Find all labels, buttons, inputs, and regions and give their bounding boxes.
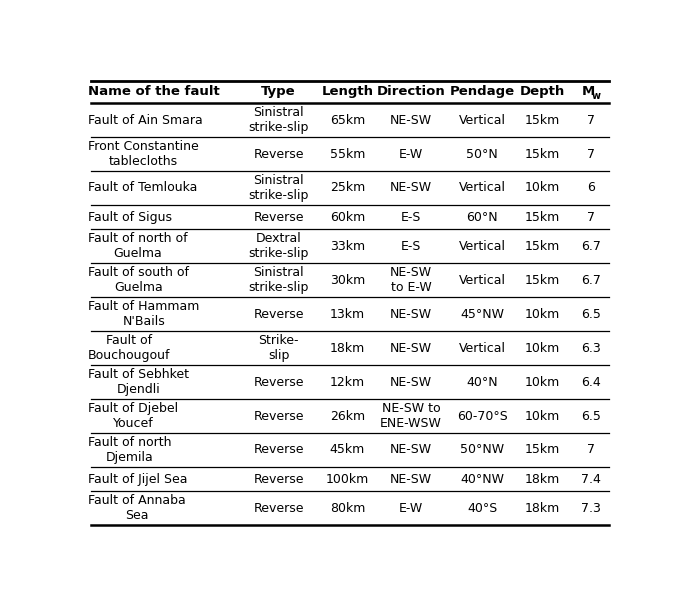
Text: Fault of
Bouchougouf: Fault of Bouchougouf (88, 334, 171, 362)
Text: Direction: Direction (376, 85, 445, 99)
Text: 15km: 15km (525, 444, 560, 457)
Text: 15km: 15km (525, 211, 560, 223)
Text: Fault of north
Djemila: Fault of north Djemila (88, 436, 171, 464)
Text: Fault of Annaba
Sea: Fault of Annaba Sea (88, 494, 186, 523)
Text: 18km: 18km (525, 472, 560, 486)
Text: Sinistral
strike-slip: Sinistral strike-slip (249, 266, 309, 294)
Text: Fault of Ain Smara: Fault of Ain Smara (88, 114, 203, 127)
Text: 50°N: 50°N (466, 147, 498, 160)
Text: 6.5: 6.5 (581, 409, 601, 422)
Text: Reverse: Reverse (253, 308, 304, 321)
Text: Fault of Jijel Sea: Fault of Jijel Sea (88, 472, 188, 486)
Text: Dextral
strike-slip: Dextral strike-slip (249, 233, 309, 260)
Text: 12km: 12km (330, 376, 365, 389)
Text: 60°N: 60°N (466, 211, 498, 223)
Text: Vertical: Vertical (459, 181, 506, 195)
Text: 50°NW: 50°NW (460, 444, 505, 457)
Text: Type: Type (262, 85, 296, 99)
Text: 7: 7 (587, 114, 596, 127)
Text: 15km: 15km (525, 147, 560, 160)
Text: 40°S: 40°S (467, 502, 497, 515)
Text: Fault of Hammam
N'Bails: Fault of Hammam N'Bails (88, 300, 199, 328)
Text: 6.4: 6.4 (581, 376, 601, 389)
Text: 45km: 45km (330, 444, 365, 457)
Text: 15km: 15km (525, 240, 560, 253)
Text: 18km: 18km (525, 502, 560, 515)
Text: E-S: E-S (401, 240, 421, 253)
Text: NE-SW
to E-W: NE-SW to E-W (390, 266, 432, 294)
Text: 33km: 33km (330, 240, 365, 253)
Text: 6.5: 6.5 (581, 308, 601, 321)
Text: NE-SW: NE-SW (390, 114, 432, 127)
Text: NE-SW: NE-SW (390, 472, 432, 486)
Text: 15km: 15km (525, 114, 560, 127)
Text: NE-SW to
ENE-WSW: NE-SW to ENE-WSW (380, 402, 442, 430)
Text: Sinistral
strike-slip: Sinistral strike-slip (249, 174, 309, 202)
Text: Vertical: Vertical (459, 274, 506, 287)
Text: 18km: 18km (330, 341, 365, 355)
Text: E-S: E-S (401, 211, 421, 223)
Text: NE-SW: NE-SW (390, 444, 432, 457)
Text: 7.4: 7.4 (581, 472, 601, 486)
Text: 6.7: 6.7 (581, 240, 601, 253)
Text: Vertical: Vertical (459, 114, 506, 127)
Text: Reverse: Reverse (253, 502, 304, 515)
Text: Reverse: Reverse (253, 147, 304, 160)
Text: 6.7: 6.7 (581, 274, 601, 287)
Text: 55km: 55km (330, 147, 365, 160)
Text: 10km: 10km (525, 308, 560, 321)
Text: Vertical: Vertical (459, 341, 506, 355)
Text: 40°N: 40°N (466, 376, 498, 389)
Text: E-W: E-W (399, 147, 423, 160)
Text: 25km: 25km (330, 181, 365, 195)
Text: Reverse: Reverse (253, 409, 304, 422)
Text: Fault of Temlouka: Fault of Temlouka (88, 181, 197, 195)
Text: 40°NW: 40°NW (460, 472, 504, 486)
Text: w: w (591, 91, 600, 100)
Text: Reverse: Reverse (253, 472, 304, 486)
Text: 6: 6 (587, 181, 596, 195)
Text: NE-SW: NE-SW (390, 376, 432, 389)
Text: Pendage: Pendage (450, 85, 515, 99)
Text: Strike-
slip: Strike- slip (258, 334, 299, 362)
Text: 30km: 30km (330, 274, 365, 287)
Text: Reverse: Reverse (253, 444, 304, 457)
Text: NE-SW: NE-SW (390, 181, 432, 195)
Text: 7: 7 (587, 211, 596, 223)
Text: Sinistral
strike-slip: Sinistral strike-slip (249, 106, 309, 134)
Text: Fault of south of
Guelma: Fault of south of Guelma (88, 266, 189, 294)
Text: Name of the fault: Name of the fault (88, 85, 220, 99)
Text: 80km: 80km (330, 502, 365, 515)
Text: 45°NW: 45°NW (460, 308, 504, 321)
Text: Fault of Djebel
Youcef: Fault of Djebel Youcef (88, 402, 178, 430)
Text: 60km: 60km (330, 211, 365, 223)
Text: Fault of north of
Guelma: Fault of north of Guelma (88, 233, 188, 260)
Text: 10km: 10km (525, 181, 560, 195)
Text: 15km: 15km (525, 274, 560, 287)
Text: Fault of Sebhket
Djendli: Fault of Sebhket Djendli (88, 368, 189, 396)
Text: Length: Length (322, 85, 374, 99)
Text: 10km: 10km (525, 376, 560, 389)
Text: 7: 7 (587, 147, 596, 160)
Text: Depth: Depth (520, 85, 565, 99)
Text: Reverse: Reverse (253, 376, 304, 389)
Text: 10km: 10km (525, 409, 560, 422)
Text: 100km: 100km (326, 472, 369, 486)
Text: Front Constantine
tablecloths: Front Constantine tablecloths (88, 140, 199, 168)
Text: 13km: 13km (330, 308, 365, 321)
Text: NE-SW: NE-SW (390, 341, 432, 355)
Text: E-W: E-W (399, 502, 423, 515)
Text: Vertical: Vertical (459, 240, 506, 253)
Text: 65km: 65km (330, 114, 365, 127)
Text: 7.3: 7.3 (581, 502, 601, 515)
Text: NE-SW: NE-SW (390, 308, 432, 321)
Text: 6.3: 6.3 (581, 341, 601, 355)
Text: Reverse: Reverse (253, 211, 304, 223)
Text: Fault of Sigus: Fault of Sigus (88, 211, 172, 223)
Text: 60-70°S: 60-70°S (457, 409, 507, 422)
Text: 7: 7 (587, 444, 596, 457)
Text: 26km: 26km (330, 409, 365, 422)
Text: M: M (582, 85, 596, 99)
Text: 10km: 10km (525, 341, 560, 355)
